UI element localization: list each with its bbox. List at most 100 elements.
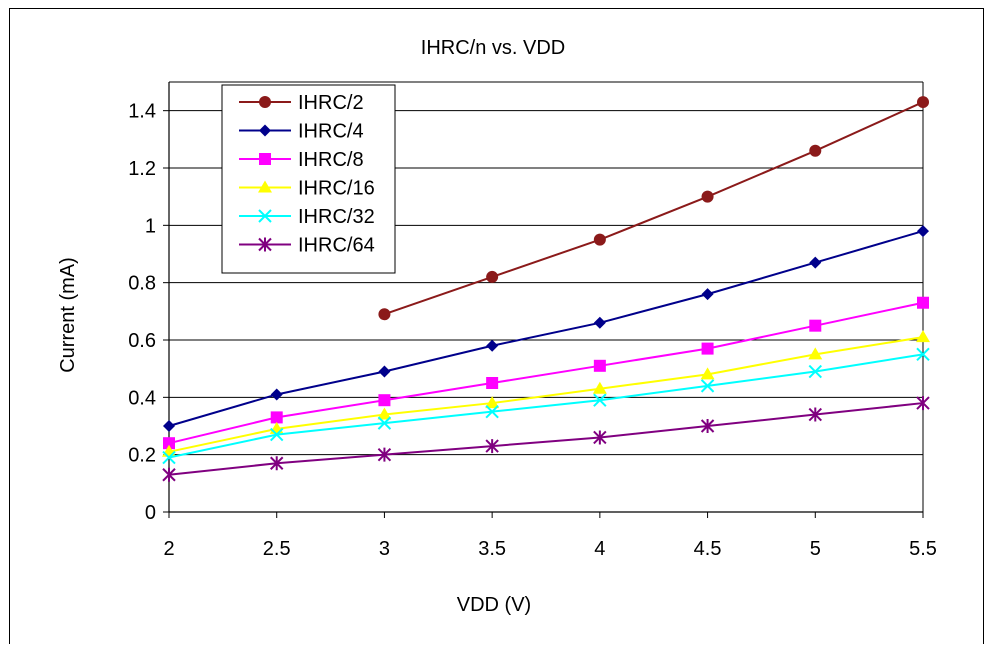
data-point-ihrc-64: [377, 447, 392, 462]
data-point-ihrc-16: [700, 367, 715, 380]
data-point-ihrc-8: [809, 319, 822, 332]
data-point-ihrc-64-shape: [377, 447, 392, 462]
data-point-ihrc-64: [485, 439, 499, 454]
data-point-ihrc-2-shape: [809, 144, 822, 157]
data-point-ihrc-8: [701, 342, 714, 355]
data-point-ihrc-32: [808, 364, 822, 379]
legend-label-ihrc-32: IHRC/32: [298, 206, 375, 228]
data-point-ihrc-32-shape: [700, 379, 715, 393]
data-point-ihrc-32: [700, 379, 715, 393]
data-point-ihrc-4: [917, 225, 929, 238]
x-tick-labels: 2 2.5 3 3.5 4 4.5 5 5.5: [163, 538, 936, 560]
y-tick-label: 1.4: [128, 101, 156, 123]
x-tick-label: 4: [594, 538, 605, 560]
x-tick-label: 4.5: [694, 538, 722, 560]
data-point-ihrc-2: [701, 190, 714, 203]
data-point-ihrc-32: [916, 347, 930, 362]
data-point-ihrc-16-shape: [485, 396, 500, 409]
data-point-ihrc-8-shape: [270, 411, 283, 424]
data-point-ihrc-32: [377, 416, 392, 430]
y-tick-label: 0.4: [128, 387, 156, 409]
data-point-ihrc-4-shape: [270, 388, 283, 401]
x-tick-label: 2.5: [263, 538, 291, 560]
data-point-ihrc-32: [593, 393, 607, 407]
legend-marker-ihrc-8: [259, 153, 271, 165]
data-point-ihrc-16: [592, 381, 607, 394]
data-point-ihrc-2-shape: [701, 190, 714, 203]
data-point-ihrc-8-shape: [163, 437, 175, 450]
data-point-ihrc-4: [593, 316, 606, 329]
data-point-ihrc-2-shape: [917, 96, 929, 109]
y-tick-label: 1.2: [128, 158, 156, 180]
data-point-ihrc-64-shape: [808, 407, 822, 422]
data-point-ihrc-4-shape: [163, 420, 175, 432]
data-point-ihrc-8-shape: [486, 377, 499, 389]
legend-marker-ihrc-2: [259, 96, 271, 108]
data-point-ihrc-32: [162, 450, 176, 465]
data-point-ihrc-64-shape: [270, 456, 284, 471]
y-tick-label: 0.8: [128, 273, 156, 295]
data-point-ihrc-32-shape: [162, 450, 176, 465]
data-point-ihrc-64: [916, 396, 930, 411]
data-point-ihrc-64: [700, 419, 715, 433]
data-point-ihrc-2-shape: [486, 270, 499, 283]
legend-label-ihrc-8: IHRC/8: [298, 149, 364, 171]
data-point-ihrc-8-shape: [701, 342, 714, 355]
data-point-ihrc-16-shape: [808, 347, 823, 360]
legend-marker-ihrc-32: [258, 209, 272, 223]
data-point-ihrc-2: [378, 308, 391, 321]
y-tick-label: 0.6: [128, 330, 156, 352]
data-point-ihrc-32: [270, 427, 284, 442]
data-point-ihrc-8: [593, 359, 606, 372]
x-tick-label: 3: [379, 538, 390, 560]
data-point-ihrc-2-shape: [593, 233, 606, 246]
data-point-ihrc-64: [270, 456, 284, 471]
data-point-ihrc-4-shape: [486, 339, 499, 352]
series-line-ihrc-32: [168, 353, 924, 459]
series-line-ihrc-16: [168, 336, 924, 453]
data-point-ihrc-32-shape: [808, 364, 822, 379]
legend-marker-ihrc-32-shape: [258, 209, 272, 223]
data-point-ihrc-8-shape: [378, 394, 391, 407]
legend-marker-ihrc-2-shape: [259, 96, 271, 108]
legend-label-ihrc-2: IHRC/2: [298, 92, 364, 114]
data-point-ihrc-32-shape: [270, 427, 284, 442]
data-point-ihrc-8-shape: [809, 319, 822, 332]
data-point-ihrc-8: [917, 296, 929, 309]
x-tick-label: 5.5: [909, 538, 937, 560]
series-line-ihrc-8: [168, 301, 924, 445]
legend-marker-ihrc-8-shape: [259, 153, 271, 165]
data-point-ihrc-8: [270, 411, 283, 424]
data-point-ihrc-2: [593, 233, 606, 246]
data-point-ihrc-4: [701, 288, 714, 301]
legend-marker-ihrc-4: [259, 124, 271, 137]
data-point-ihrc-8: [378, 394, 391, 407]
data-point-ihrc-16-shape: [916, 330, 930, 343]
legend-marker-ihrc-16: [258, 180, 272, 193]
x-axis-title: VDD (V): [457, 594, 531, 616]
data-point-ihrc-4-shape: [593, 316, 606, 329]
series-line-ihrc-2: [384, 101, 924, 316]
data-point-ihrc-32-shape: [916, 347, 930, 362]
y-tick-labels: 0 0.2 0.4 0.6 0.8 1 1.2 1.4: [128, 101, 156, 524]
legend-marker-ihrc-4-shape: [259, 124, 271, 137]
series-line-ihrc-4: [168, 230, 924, 427]
data-point-ihrc-32-shape: [377, 416, 392, 430]
data-point-ihrc-16-shape: [377, 407, 392, 420]
legend-marker-ihrc-64-shape: [258, 237, 272, 252]
legend-marker-ihrc-64: [258, 237, 272, 252]
y-tick-label: 0: [145, 502, 156, 524]
data-point-ihrc-64: [162, 467, 176, 482]
data-point-ihrc-4-shape: [378, 365, 391, 378]
legend-label-ihrc-64: IHRC/64: [298, 235, 375, 257]
data-point-ihrc-4-shape: [809, 256, 822, 269]
y-tick-label: 1: [145, 215, 156, 237]
data-point-ihrc-4: [163, 420, 175, 432]
data-point-ihrc-4: [378, 365, 391, 378]
chart-title: IHRC/n vs. VDD: [421, 37, 565, 59]
data-point-ihrc-64-shape: [162, 467, 176, 482]
legend: IHRC/2 IHRC/4 IHRC/8 IHRC/16 IHRC/32 IHRC/64: [221, 84, 396, 274]
y-tick-label: 0.2: [128, 445, 156, 467]
series-line-ihrc-64: [168, 402, 924, 476]
data-point-ihrc-64: [593, 430, 607, 445]
